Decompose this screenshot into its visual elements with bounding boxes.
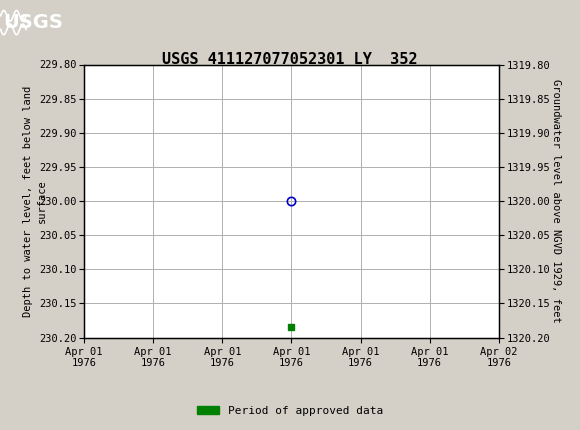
Y-axis label: Depth to water level, feet below land
surface: Depth to water level, feet below land su… [23, 86, 46, 316]
Legend: Period of approved data: Period of approved data [193, 401, 387, 420]
Y-axis label: Groundwater level above NGVD 1929, feet: Groundwater level above NGVD 1929, feet [551, 79, 561, 323]
Text: USGS: USGS [3, 13, 63, 32]
Text: USGS 411127077052301 LY  352: USGS 411127077052301 LY 352 [162, 52, 418, 67]
